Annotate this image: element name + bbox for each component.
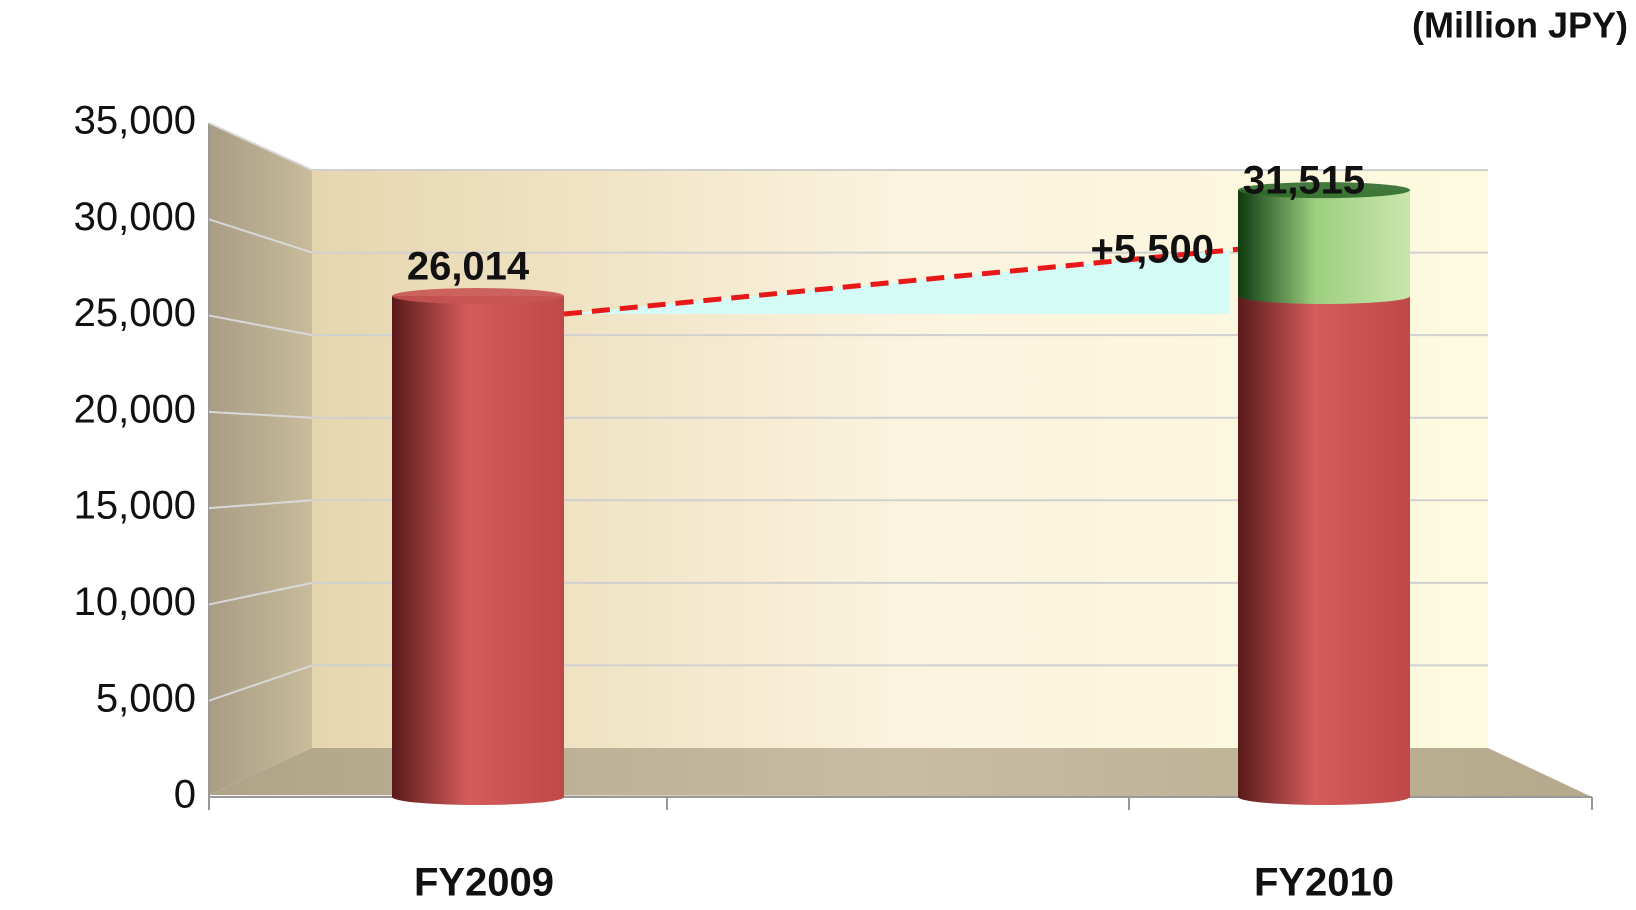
total-label: 31,515 [1243, 159, 1365, 203]
bar-bottom [1238, 288, 1410, 305]
y-tick-label: 0 [174, 773, 196, 817]
growth-line [563, 245, 1251, 317]
grid-line [208, 581, 313, 606]
bar-top [1238, 182, 1410, 199]
bar-body [1238, 190, 1410, 297]
grid-line [208, 218, 313, 254]
grid-line [208, 499, 313, 510]
grid-line [208, 122, 313, 171]
y-tick-label: 35,000 [74, 99, 196, 143]
grid-line [208, 314, 313, 337]
bar-bottom [1238, 789, 1410, 805]
y-tick-label: 5,000 [96, 676, 196, 720]
total-label: 26,014 [407, 245, 530, 289]
y-tick-label: 10,000 [74, 580, 196, 624]
x-tick-label: FY2010 [1254, 861, 1394, 905]
x-tick-label: FY2009 [414, 861, 554, 905]
grid-line [208, 664, 313, 702]
growth-area [564, 250, 1230, 315]
grid-line [208, 410, 313, 419]
y-tick-label: 20,000 [74, 387, 196, 431]
bar-body [1238, 296, 1410, 797]
unit-label: (Million JPY) [1412, 5, 1628, 46]
bar-body [392, 296, 564, 797]
side-wall [209, 123, 312, 795]
bar [1238, 182, 1410, 305]
y-tick-label: 25,000 [74, 291, 196, 335]
bar-bottom [392, 789, 564, 805]
bar [392, 288, 564, 805]
growth-label: +5,500 [1091, 228, 1214, 272]
y-tick-label: 30,000 [74, 195, 196, 239]
bar [1238, 288, 1410, 805]
bar-top [392, 288, 564, 305]
y-tick-label: 15,000 [74, 484, 196, 528]
